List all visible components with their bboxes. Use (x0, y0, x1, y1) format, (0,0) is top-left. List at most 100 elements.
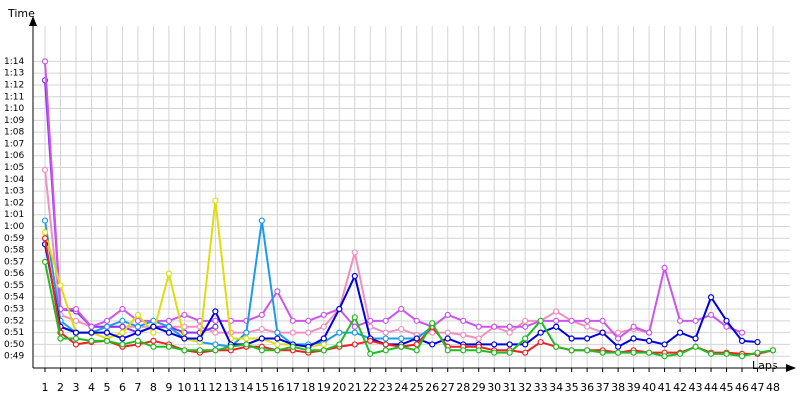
data-point (615, 343, 622, 350)
x-tick-label: 20 (332, 381, 346, 394)
data-point (615, 349, 622, 356)
data-point (274, 329, 281, 336)
data-point (398, 335, 405, 342)
data-point (367, 350, 374, 357)
data-point (738, 337, 746, 344)
x-tick-label: 11 (193, 381, 207, 394)
x-tick-label: 40 (642, 381, 656, 394)
data-point (258, 217, 265, 224)
data-point (134, 323, 142, 330)
data-point (165, 270, 173, 277)
data-point (568, 317, 575, 324)
y-tick-label: 1:04 (4, 175, 24, 185)
x-tick-label: 7 (134, 381, 141, 394)
x-tick-label: 15 (255, 381, 269, 394)
x-tick-label: 47 (751, 381, 765, 394)
data-point (41, 235, 49, 242)
x-tick-label: 32 (518, 381, 532, 394)
data-point (367, 337, 374, 344)
data-point (258, 311, 265, 319)
x-tick-label: 28 (456, 381, 470, 394)
data-point (351, 272, 358, 280)
data-point (351, 249, 358, 256)
data-point (707, 294, 715, 301)
data-point (41, 166, 49, 173)
data-point (289, 343, 296, 350)
x-tick-label: 33 (534, 381, 548, 394)
y-tick-label: 1:12 (4, 80, 24, 90)
data-point (150, 329, 157, 336)
x-tick-label: 13 (224, 381, 238, 394)
data-point (475, 323, 482, 330)
data-point (274, 341, 281, 348)
data-point (506, 341, 513, 348)
data-point (196, 335, 203, 342)
data-point (522, 317, 529, 324)
data-point (444, 335, 451, 342)
data-point (212, 317, 219, 324)
data-point (165, 323, 173, 330)
y-tick-label: 1:07 (4, 139, 24, 149)
data-point (103, 329, 111, 336)
data-point (72, 335, 80, 342)
y-tick-label: 1:01 (4, 210, 24, 220)
y-tick-label: 0:56 (4, 269, 24, 279)
data-point (599, 349, 606, 356)
x-tick-label: 6 (119, 381, 126, 394)
data-point (243, 335, 250, 342)
data-point (320, 335, 327, 342)
data-point (351, 329, 358, 336)
data-point (754, 338, 761, 346)
data-point (676, 350, 684, 357)
data-point (72, 305, 80, 313)
data-point (181, 335, 188, 342)
x-tick-label: 43 (689, 381, 703, 394)
data-point (568, 335, 575, 342)
data-point (150, 323, 157, 330)
series-line (44, 80, 216, 334)
data-point (134, 329, 142, 336)
data-point (243, 341, 250, 348)
data-point (615, 335, 622, 342)
data-point (522, 335, 529, 342)
x-tick-label: 30 (487, 381, 501, 394)
data-point (103, 323, 111, 330)
data-point (212, 197, 219, 204)
data-point (367, 317, 374, 324)
data-point (258, 347, 265, 354)
data-point (41, 229, 49, 236)
data-point (212, 329, 219, 336)
data-point (181, 347, 188, 354)
data-point (165, 343, 173, 350)
data-point (630, 335, 637, 342)
x-tick-label: 4 (88, 381, 95, 394)
data-point (289, 329, 296, 336)
data-point (692, 317, 699, 324)
data-point (398, 343, 405, 350)
y-tick-label: 1:13 (4, 69, 24, 79)
data-point (553, 317, 560, 324)
data-point (522, 349, 529, 356)
data-point (506, 329, 513, 336)
x-tick-label: 34 (549, 381, 563, 394)
x-tick-label: 22 (363, 381, 377, 394)
data-point (723, 323, 730, 330)
x-tick-label: 9 (165, 381, 172, 394)
x-tick-label: 38 (611, 381, 625, 394)
data-point (134, 317, 142, 324)
data-point (181, 311, 188, 319)
data-point (134, 337, 142, 344)
data-point (274, 288, 281, 295)
data-point (537, 317, 544, 324)
y-tick-label: 1:10 (4, 104, 24, 114)
data-point (305, 347, 312, 354)
data-point (196, 347, 203, 354)
data-point (413, 347, 420, 354)
data-point (212, 323, 219, 330)
x-tick-label: 21 (348, 381, 362, 394)
y-tick-label: 1:06 (4, 151, 24, 161)
data-point (382, 341, 389, 348)
data-point (599, 329, 606, 336)
data-point (444, 347, 451, 354)
data-point (119, 335, 126, 342)
